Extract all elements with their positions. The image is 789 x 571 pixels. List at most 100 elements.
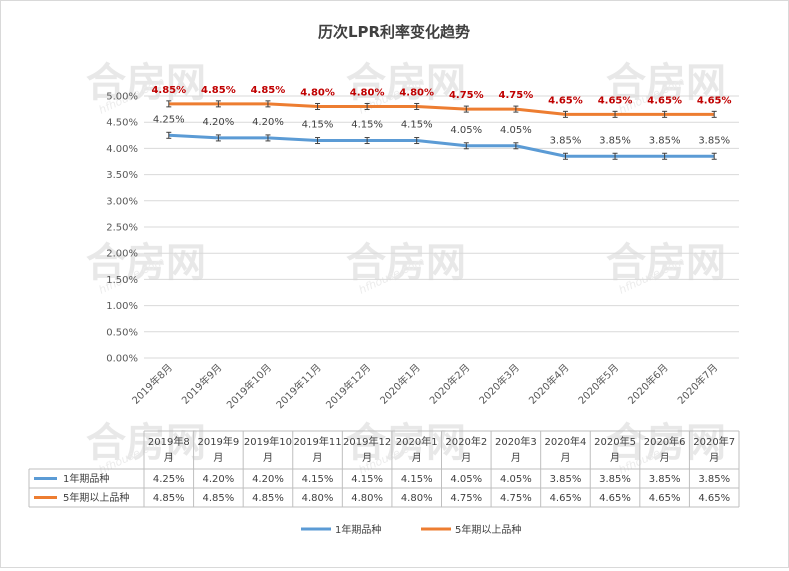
data-label: 4.80% — [300, 87, 335, 98]
data-labels: 4.25% 4.20% 4.20% 4.15% 4.15% 4.15% 4.05% 4.05%… — [151, 85, 731, 146]
x-tick-label: 2020年2月 — [427, 361, 473, 407]
table-cell: 4.20% — [202, 474, 234, 485]
data-label: 4.65% — [647, 95, 682, 106]
watermark-text: 合房网 — [346, 60, 466, 106]
data-label: 4.25% — [153, 114, 185, 125]
y-tick-label: 4.00% — [106, 144, 138, 155]
table-header: 2020年5 — [594, 435, 636, 448]
y-tick-label: 4.50% — [106, 118, 138, 129]
legend: 1年期品种 5年期以上品种 — [301, 523, 521, 536]
x-tick-label: 2019年10月 — [224, 361, 274, 411]
series-line — [168, 133, 715, 158]
data-label: 4.85% — [151, 85, 186, 96]
y-tick-label: 0.00% — [106, 354, 138, 365]
x-tick-label: 2020年3月 — [476, 361, 522, 407]
data-label: 3.85% — [649, 135, 681, 146]
table-cell: 4.75% — [450, 493, 482, 504]
y-tick-label: 2.50% — [106, 223, 138, 234]
data-label: 4.15% — [401, 120, 433, 131]
x-tick-label: 2020年4月 — [526, 361, 572, 407]
table-cell: 4.85% — [202, 493, 234, 504]
data-label: 4.15% — [351, 120, 383, 131]
data-label: 4.65% — [548, 95, 583, 106]
series-line — [168, 102, 715, 116]
table-series-name: 5年期以上品种 — [63, 491, 129, 504]
table-cell: 4.05% — [500, 474, 532, 485]
data-label: 4.85% — [201, 85, 236, 96]
chart-title: 历次LPR利率变化趋势 — [318, 23, 470, 41]
data-label: 4.05% — [500, 125, 532, 136]
data-label: 4.75% — [449, 90, 484, 101]
table-cell: 4.25% — [153, 474, 185, 485]
series-lines — [166, 100, 717, 160]
table-cell: 4.85% — [252, 493, 284, 504]
table-cell: 4.20% — [252, 474, 284, 485]
table-header: 2019年8 — [148, 435, 190, 448]
x-tick-label: 2019年8月 — [129, 361, 175, 407]
table-header: 2020年6 — [644, 435, 686, 448]
watermark-text: 合房网 — [86, 420, 206, 466]
table-cell: 4.65% — [599, 493, 631, 504]
data-label: 4.85% — [251, 85, 286, 96]
x-tick-label: 2020年7月 — [675, 361, 721, 407]
table-cell: 4.65% — [698, 493, 730, 504]
data-label: 3.85% — [599, 135, 631, 146]
table-series-name: 1年期品种 — [63, 472, 109, 485]
y-tick-label: 5.00% — [106, 92, 138, 103]
x-tick-label: 2020年6月 — [625, 361, 671, 407]
y-tick-label: 0.50% — [106, 327, 138, 338]
data-label: 3.85% — [550, 135, 582, 146]
table-header: 月 — [263, 452, 273, 464]
y-tick-label: 1.50% — [106, 275, 138, 286]
table-header: 月 — [362, 452, 372, 464]
table-header: 月 — [213, 452, 223, 464]
table-header: 月 — [412, 452, 422, 464]
x-tick-label: 2019年11月 — [273, 361, 323, 411]
y-tick-label: 1.00% — [106, 301, 138, 312]
table-header: 月 — [313, 452, 323, 464]
table-header: 月 — [461, 452, 471, 464]
watermark-text: 合房网 — [606, 60, 726, 106]
legend-label: 1年期品种 — [335, 523, 381, 536]
x-axis: 2019年8月 2019年9月 2019年10月 2019年11月 2019年12月 20… — [129, 361, 720, 411]
table-cell: 4.75% — [500, 493, 532, 504]
watermark-text: 合房网 — [86, 240, 206, 286]
table-cell: 4.15% — [351, 474, 383, 485]
data-label: 4.65% — [697, 95, 732, 106]
table-header: 2019年10 — [244, 435, 292, 448]
watermark-text: 合房网 — [606, 420, 726, 466]
x-tick-label: 2019年9月 — [179, 361, 225, 407]
data-label: 3.85% — [698, 135, 730, 146]
y-tick-label: 2.00% — [106, 249, 138, 260]
table-header: 2020年2 — [445, 435, 487, 448]
table-cell: 4.80% — [401, 493, 433, 504]
table-header: 2020年1 — [396, 435, 438, 448]
watermark-text: 合房网 — [606, 240, 726, 286]
table-header: 2020年3 — [495, 435, 537, 448]
watermark-text: 合房网 — [86, 60, 206, 106]
table-header: 月 — [660, 452, 670, 464]
table-cell: 4.80% — [351, 493, 383, 504]
table-cell: 3.85% — [550, 474, 582, 485]
data-label: 4.15% — [302, 120, 334, 131]
table-cell: 4.65% — [550, 493, 582, 504]
table-header: 月 — [511, 452, 521, 464]
x-tick-label: 2019年12月 — [323, 361, 373, 411]
x-tick-label: 2020年5月 — [575, 361, 621, 407]
data-label: 4.20% — [252, 117, 284, 128]
table-cell: 3.85% — [649, 474, 681, 485]
table-cell: 4.85% — [153, 493, 185, 504]
y-axis: 0.00% 0.50% 1.00% 1.50% 2.00% 2.50% 3.00% 3.50%… — [106, 92, 138, 365]
data-table: 2019年8 月 2019年9 月 2019年10 月 2019年11 月 2019年12 月 20… — [28, 430, 740, 508]
x-tick-label: 2020年1月 — [377, 361, 423, 407]
table-header: 月 — [709, 452, 719, 464]
data-label: 4.05% — [450, 125, 482, 136]
table-cell: 4.15% — [302, 474, 334, 485]
table-header: 2020年4 — [545, 435, 587, 448]
table-header: 月 — [164, 452, 174, 464]
table-header: 2019年11 — [293, 435, 341, 448]
data-label: 4.80% — [399, 87, 434, 98]
watermark-text: 合房网 — [346, 240, 466, 286]
